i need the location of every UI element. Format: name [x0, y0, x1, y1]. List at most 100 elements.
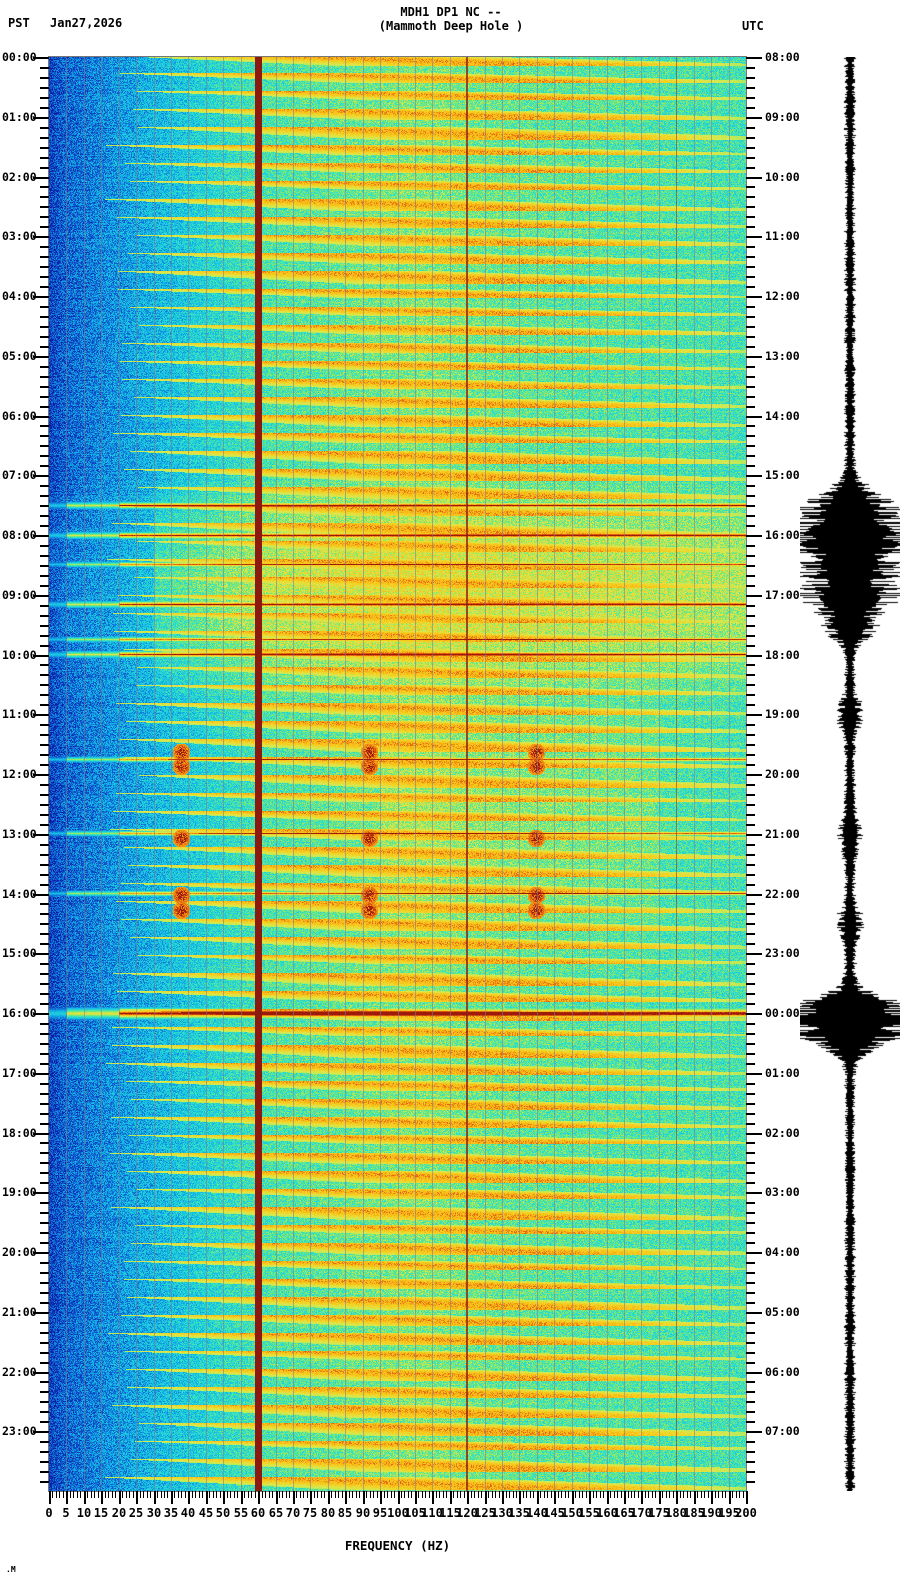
freq-tick-minor — [526, 1491, 527, 1498]
time-tick-minor — [40, 963, 49, 965]
time-label-utc: 13:00 — [765, 349, 800, 363]
time-tick-major — [746, 57, 762, 59]
time-tick-minor — [40, 1362, 49, 1364]
freq-tick-minor — [715, 1491, 716, 1498]
time-tick-minor — [40, 1391, 49, 1393]
time-label-pst: 04:00 — [2, 289, 37, 303]
time-tick-minor — [40, 1352, 49, 1354]
freq-tick-minor — [174, 1491, 175, 1498]
freq-tick-minor — [530, 1491, 531, 1498]
time-tick-minor — [746, 435, 755, 437]
time-tick-minor — [746, 545, 755, 547]
time-tick-minor — [746, 505, 755, 507]
time-tick-minor — [746, 933, 755, 935]
freq-tick-minor — [195, 1491, 196, 1498]
freq-tick-minor — [87, 1491, 88, 1498]
time-tick-minor — [40, 764, 49, 766]
freq-label: 70 — [285, 1506, 301, 1520]
date-label: Jan27,2026 — [50, 16, 123, 30]
freq-tick-minor — [59, 1491, 60, 1498]
time-tick-minor — [746, 684, 755, 686]
freq-tick-major — [659, 1491, 661, 1504]
freq-tick-minor — [181, 1491, 182, 1498]
time-tick-minor — [40, 744, 49, 746]
time-tick-minor — [40, 1411, 49, 1413]
time-tick-minor — [40, 1302, 49, 1304]
freq-tick-minor — [161, 1491, 162, 1498]
time-tick-minor — [746, 67, 755, 69]
time-label-utc: 19:00 — [765, 707, 800, 721]
freq-tick-minor — [593, 1491, 594, 1498]
time-tick-minor — [746, 734, 755, 736]
freq-tick-minor — [251, 1491, 252, 1498]
freq-tick-minor — [115, 1491, 116, 1498]
time-label-pst: 11:00 — [2, 707, 37, 721]
time-tick-minor — [746, 455, 755, 457]
freq-tick-major — [206, 1491, 208, 1504]
freq-label: 175 — [648, 1506, 670, 1520]
freq-tick-minor — [603, 1491, 604, 1498]
time-label-utc: 02:00 — [765, 1126, 800, 1140]
freq-tick-minor — [673, 1491, 674, 1498]
time-label-utc: 08:00 — [765, 50, 800, 64]
freq-tick-minor — [143, 1491, 144, 1498]
freq-tick-major — [415, 1491, 417, 1504]
time-tick-minor — [40, 137, 49, 139]
freq-label: 125 — [474, 1506, 496, 1520]
time-tick-major — [33, 655, 49, 657]
time-tick-minor — [746, 1142, 755, 1144]
time-tick-major — [33, 1372, 49, 1374]
time-tick-minor — [40, 1003, 49, 1005]
time-tick-minor — [746, 854, 755, 856]
time-tick-minor — [746, 206, 755, 208]
freq-tick-minor — [439, 1491, 440, 1498]
freq-label: 115 — [439, 1506, 461, 1520]
time-tick-minor — [746, 1362, 755, 1364]
time-tick-minor — [746, 754, 755, 756]
time-tick-minor — [746, 1332, 755, 1334]
freq-tick-major — [101, 1491, 103, 1504]
freq-tick-minor — [52, 1491, 53, 1498]
freq-tick-minor — [516, 1491, 517, 1498]
freq-label: 60 — [250, 1506, 266, 1520]
time-tick-minor — [746, 804, 755, 806]
freq-label: 170 — [630, 1506, 652, 1520]
freq-tick-minor — [335, 1491, 336, 1498]
time-tick-minor — [40, 376, 49, 378]
freq-tick-major — [154, 1491, 156, 1504]
time-tick-minor — [746, 764, 755, 766]
time-tick-minor — [40, 874, 49, 876]
time-label-utc: 21:00 — [765, 827, 800, 841]
time-tick-minor — [746, 1342, 755, 1344]
freq-label: 5 — [62, 1506, 70, 1520]
freq-tick-minor — [690, 1491, 691, 1498]
time-tick-minor — [746, 1411, 755, 1413]
freq-tick-minor — [648, 1491, 649, 1498]
time-tick-major — [33, 1431, 49, 1433]
time-tick-minor — [40, 625, 49, 627]
freq-tick-minor — [286, 1491, 287, 1498]
time-tick-major — [33, 236, 49, 238]
time-tick-minor — [746, 1352, 755, 1354]
time-tick-minor — [40, 505, 49, 507]
freq-tick-major — [328, 1491, 330, 1504]
time-tick-minor — [746, 814, 755, 816]
freq-tick-major — [485, 1491, 487, 1504]
time-tick-minor — [746, 316, 755, 318]
freq-label: 95 — [372, 1506, 388, 1520]
freq-tick-minor — [460, 1491, 461, 1498]
time-label-pst: 06:00 — [2, 409, 37, 423]
freq-tick-minor — [265, 1491, 266, 1498]
freq-tick-minor — [506, 1491, 507, 1498]
freq-label: 35 — [163, 1506, 179, 1520]
time-tick-minor — [40, 525, 49, 527]
freq-tick-minor — [701, 1491, 702, 1498]
time-tick-minor — [746, 1202, 755, 1204]
freq-tick-minor — [655, 1491, 656, 1498]
time-tick-minor — [40, 435, 49, 437]
freq-label: 20 — [111, 1506, 127, 1520]
freq-tick-minor — [666, 1491, 667, 1498]
time-tick-minor — [40, 1272, 49, 1274]
freq-label: 80 — [320, 1506, 336, 1520]
freq-tick-minor — [56, 1491, 57, 1498]
